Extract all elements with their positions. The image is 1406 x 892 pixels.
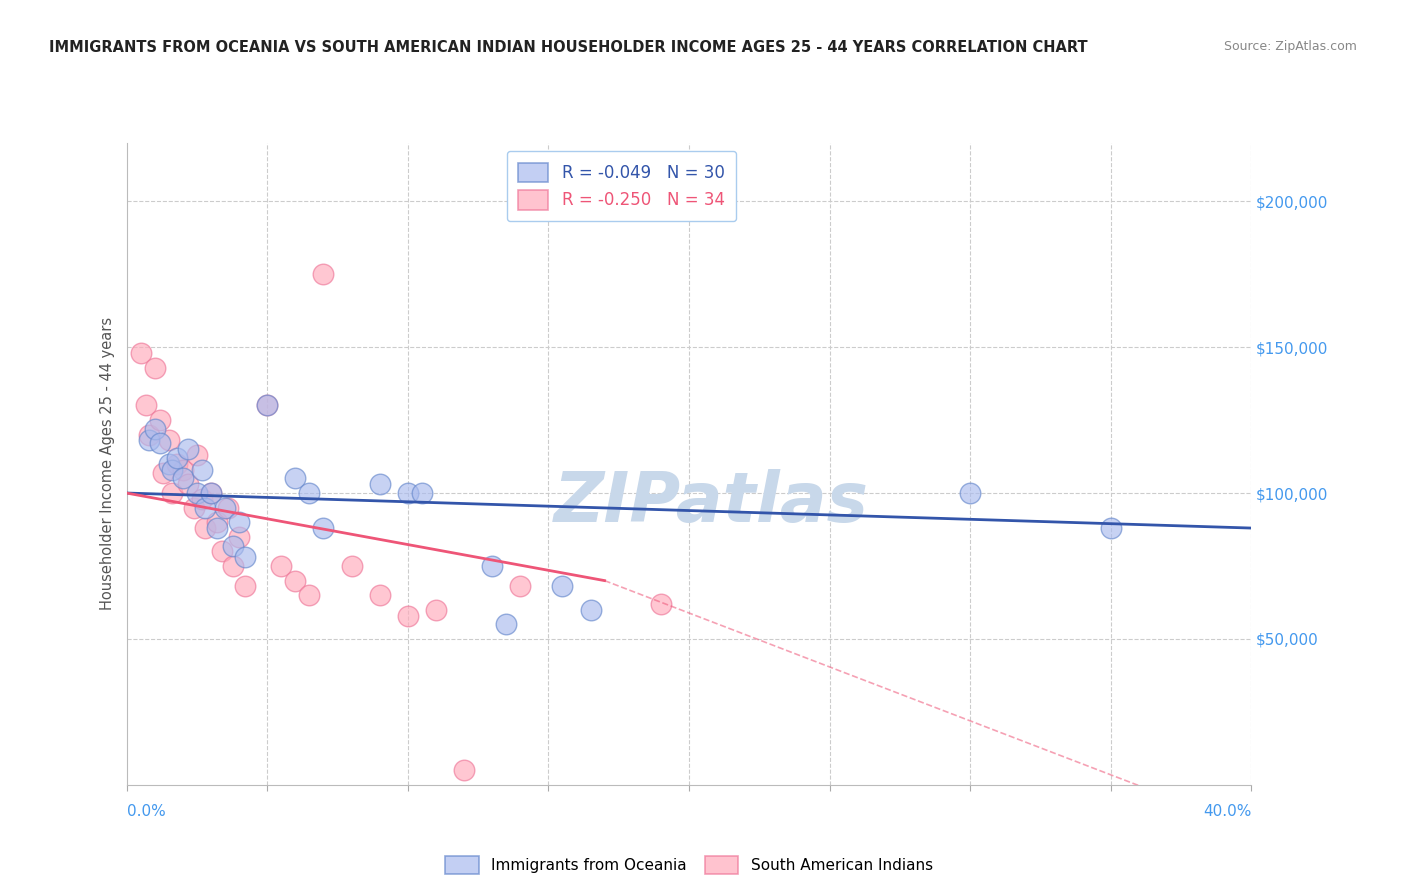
- Point: [298, 588, 321, 602]
- Point: [211, 544, 233, 558]
- Point: [495, 617, 517, 632]
- Point: [233, 579, 256, 593]
- Point: [186, 448, 208, 462]
- Point: [200, 486, 222, 500]
- Point: [194, 500, 217, 515]
- Point: [411, 486, 433, 500]
- Point: [481, 559, 503, 574]
- Text: ZIPatlas: ZIPatlas: [554, 469, 869, 536]
- Point: [396, 608, 419, 623]
- Point: [368, 477, 391, 491]
- Point: [298, 486, 321, 500]
- Point: [149, 413, 172, 427]
- Point: [396, 486, 419, 500]
- Legend: R = -0.049   N = 30, R = -0.250   N = 34: R = -0.049 N = 30, R = -0.250 N = 34: [506, 151, 737, 221]
- Text: 0.0%: 0.0%: [127, 805, 166, 819]
- Point: [222, 559, 245, 574]
- Point: [312, 521, 335, 535]
- Point: [166, 450, 188, 465]
- Legend: Immigrants from Oceania, South American Indians: Immigrants from Oceania, South American …: [439, 850, 939, 880]
- Point: [222, 539, 245, 553]
- Point: [453, 764, 475, 778]
- Text: 40.0%: 40.0%: [1204, 805, 1251, 819]
- Point: [191, 491, 214, 506]
- Point: [256, 399, 278, 413]
- Point: [650, 597, 672, 611]
- Point: [368, 588, 391, 602]
- Point: [312, 267, 335, 281]
- Point: [579, 603, 602, 617]
- Point: [172, 463, 194, 477]
- Point: [149, 436, 172, 450]
- Point: [152, 466, 174, 480]
- Text: Source: ZipAtlas.com: Source: ZipAtlas.com: [1223, 40, 1357, 54]
- Point: [205, 521, 228, 535]
- Point: [509, 579, 531, 593]
- Point: [177, 442, 200, 457]
- Point: [200, 486, 222, 500]
- Y-axis label: Householder Income Ages 25 - 44 years: Householder Income Ages 25 - 44 years: [100, 318, 115, 610]
- Point: [1099, 521, 1122, 535]
- Point: [138, 427, 160, 442]
- Point: [233, 550, 256, 565]
- Point: [160, 486, 183, 500]
- Point: [284, 574, 307, 588]
- Point: [129, 346, 152, 360]
- Point: [186, 486, 208, 500]
- Point: [214, 500, 236, 515]
- Point: [160, 463, 183, 477]
- Point: [172, 471, 194, 485]
- Point: [157, 457, 180, 471]
- Point: [143, 360, 166, 375]
- Point: [425, 603, 447, 617]
- Point: [166, 457, 188, 471]
- Point: [183, 500, 205, 515]
- Point: [228, 515, 250, 529]
- Point: [194, 521, 217, 535]
- Point: [177, 477, 200, 491]
- Point: [228, 530, 250, 544]
- Point: [340, 559, 363, 574]
- Point: [205, 515, 228, 529]
- Point: [256, 399, 278, 413]
- Point: [135, 399, 157, 413]
- Text: IMMIGRANTS FROM OCEANIA VS SOUTH AMERICAN INDIAN HOUSEHOLDER INCOME AGES 25 - 44: IMMIGRANTS FROM OCEANIA VS SOUTH AMERICA…: [49, 40, 1088, 55]
- Point: [157, 434, 180, 448]
- Point: [191, 463, 214, 477]
- Point: [270, 559, 292, 574]
- Point: [217, 500, 239, 515]
- Point: [551, 579, 574, 593]
- Point: [284, 471, 307, 485]
- Point: [959, 486, 981, 500]
- Point: [138, 434, 160, 448]
- Point: [143, 422, 166, 436]
